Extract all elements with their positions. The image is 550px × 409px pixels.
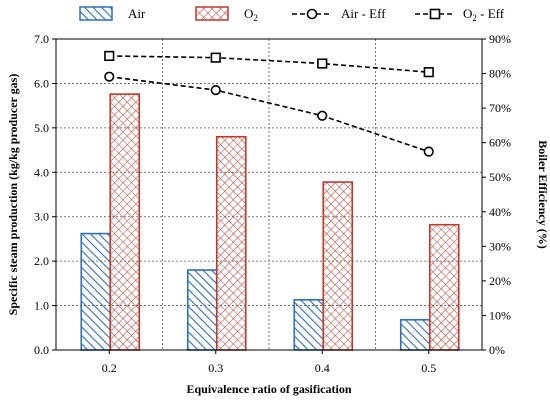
y2-axis-title: Boiler Efficiency (%) — [536, 140, 550, 248]
x-tick-label: 0.4 — [315, 361, 330, 375]
point-air-eff — [104, 71, 115, 82]
plot-frame — [55, 38, 483, 351]
plot-area: 0.0 1.0 2.0 3.0 4.0 5.0 6.0 7.0 0% 10% 20% 30% 40% 50… — [34, 32, 511, 375]
y-tick-label: 5.0 — [34, 121, 49, 135]
x-tick-label: 0.3 — [208, 361, 223, 375]
series-line-o2-eff — [109, 55, 429, 73]
y-tick-label: 4.0 — [34, 165, 49, 179]
y-tick-label: 1.0 — [34, 299, 49, 313]
point-air-eff — [210, 85, 221, 96]
bar-o2-0.3 — [215, 135, 247, 351]
point-air-eff — [423, 146, 434, 157]
x-axis-title: Equivalence ratio of gasification — [187, 382, 352, 396]
y-tick-label: 0.0 — [34, 343, 49, 357]
y2-tick-label: 0% — [489, 343, 505, 357]
y-tick-label: 7.0 — [34, 32, 49, 46]
y2-tick-label: 90% — [489, 32, 511, 46]
bar-o2-0.5 — [428, 223, 460, 351]
bar-o2-0.2 — [109, 93, 141, 351]
y2-tick-label: 20% — [489, 274, 511, 288]
y2-tick-label: 70% — [489, 101, 511, 115]
legend-swatch-o2 — [195, 6, 229, 21]
y2-tick-label: 60% — [489, 136, 511, 150]
bar-air-0.3 — [186, 269, 218, 351]
y2-tick-label: 80% — [489, 67, 511, 81]
y2-tick-label: 30% — [489, 239, 511, 253]
series-line-air-eff — [109, 75, 430, 153]
legend-marker-air-eff — [306, 8, 318, 20]
x-tick-label: 0.2 — [102, 361, 117, 375]
y-tick-label: 2.0 — [34, 254, 49, 268]
bar-air-0.4 — [293, 298, 325, 351]
legend-label-air: Air — [128, 6, 146, 21]
y-tick-label: 6.0 — [34, 76, 49, 90]
y-tick-label: 3.0 — [34, 210, 49, 224]
point-o2-eff — [317, 58, 328, 69]
legend-swatch-air — [79, 6, 113, 21]
legend: Air O2 Air - Eff O2 - Eff — [79, 6, 505, 23]
y-axis-title: Specific steam production (kg/kg produce… — [6, 74, 20, 316]
y2-tick-label: 10% — [489, 308, 511, 322]
x-tick-label: 0.5 — [421, 361, 436, 375]
bar-air-0.2 — [80, 232, 112, 351]
point-o2-eff — [210, 52, 221, 63]
legend-marker-o2-eff — [429, 8, 441, 20]
legend-label-o2: O2 — [244, 6, 258, 23]
y2-tick-label: 40% — [489, 205, 511, 219]
bar-air-0.5 — [399, 318, 431, 351]
bar-o2-0.4 — [322, 181, 354, 351]
y2-tick-label: 50% — [489, 170, 511, 184]
point-o2-eff — [104, 50, 115, 62]
legend-label-o2-eff: O2 - Eff — [463, 6, 505, 23]
point-air-eff — [317, 110, 328, 121]
legend-label-air-eff: Air - Eff — [341, 6, 386, 21]
point-o2-eff — [423, 67, 434, 78]
